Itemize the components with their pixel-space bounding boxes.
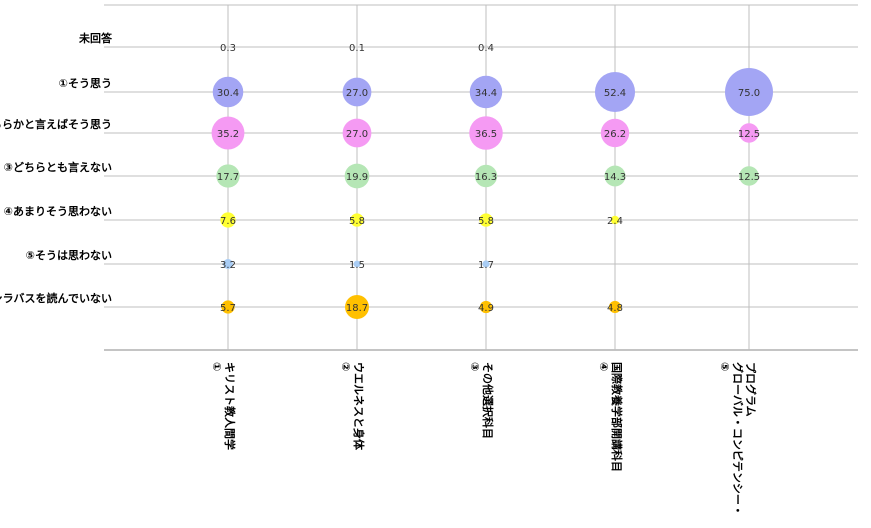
bubble bbox=[350, 213, 364, 227]
bubble bbox=[594, 71, 636, 113]
data-label: 4.9 bbox=[478, 303, 494, 314]
bubble bbox=[211, 116, 245, 150]
data-label: 19.9 bbox=[346, 172, 368, 183]
data-label: 36.5 bbox=[475, 129, 497, 140]
row-label: ⑥シラバスを読んでいない bbox=[0, 291, 112, 305]
data-label: 1.7 bbox=[478, 260, 494, 271]
column-label: ウエルネスと身体 bbox=[352, 362, 366, 451]
bubble bbox=[345, 295, 369, 319]
data-label: 12.5 bbox=[738, 129, 760, 140]
row-label: 未回答 bbox=[78, 31, 113, 45]
row-labels: 未回答 ①そう思う ②どちらかと言えばそう思う ③どちらとも言えない ④あまりそう思わな… bbox=[0, 31, 113, 305]
column-label: ③ bbox=[468, 362, 481, 371]
bubbles bbox=[211, 45, 773, 319]
bubble bbox=[216, 164, 240, 188]
data-label: 34.4 bbox=[475, 88, 497, 99]
data-label: 5.8 bbox=[478, 216, 494, 227]
bubble bbox=[600, 118, 630, 148]
data-label: 52.4 bbox=[604, 88, 626, 99]
data-label: 12.5 bbox=[738, 172, 760, 183]
column-labels: ① キリスト教人間学 ② ウエルネスと身体 ③ その他選択科目 ④ 国際教養学部開講科目 ⑤ グロ… bbox=[210, 362, 758, 516]
data-label: 0.3 bbox=[220, 43, 236, 54]
row-label: ⑤そうは思わない bbox=[26, 249, 112, 262]
bubble bbox=[221, 300, 235, 314]
bubble bbox=[342, 77, 372, 107]
bubble bbox=[212, 76, 244, 108]
data-label: 30.4 bbox=[217, 88, 239, 99]
row-label: ①そう思う bbox=[59, 77, 112, 90]
data-label: 4.8 bbox=[607, 303, 623, 314]
bubble bbox=[353, 260, 361, 268]
bubble bbox=[342, 118, 372, 148]
column-label: ④ bbox=[597, 362, 610, 371]
row-label: ③どちらとも言えない bbox=[4, 160, 112, 174]
bubble bbox=[469, 75, 503, 109]
data-label: 16.3 bbox=[475, 172, 497, 183]
data-label: 75.0 bbox=[738, 88, 760, 99]
column-label: 国際教養学部開講科目 bbox=[610, 362, 624, 472]
data-label: 18.7 bbox=[346, 303, 368, 314]
data-label: 17.7 bbox=[217, 172, 239, 183]
bubble bbox=[739, 166, 759, 186]
bubble bbox=[474, 164, 498, 188]
column-label: ⑤ bbox=[718, 362, 731, 371]
column-label: ② bbox=[339, 362, 352, 371]
data-label: 1.5 bbox=[349, 260, 365, 271]
data-label: 14.3 bbox=[604, 172, 626, 183]
data-label: 5.8 bbox=[349, 216, 365, 227]
row-label: ②どちらかと言えばそう思う bbox=[0, 117, 112, 131]
data-label: 5.7 bbox=[220, 303, 236, 314]
data-label: 27.0 bbox=[346, 88, 368, 99]
bubble bbox=[479, 213, 493, 227]
data-label: 7.6 bbox=[220, 216, 236, 227]
data-label: 0.1 bbox=[349, 43, 365, 54]
bubble bbox=[484, 45, 488, 49]
bubble bbox=[739, 123, 759, 143]
bubble bbox=[344, 163, 370, 189]
data-label: 26.2 bbox=[604, 129, 626, 140]
bubble bbox=[226, 45, 230, 49]
value-labels: 0.3 0.1 0.4 30.4 27.0 34.4 52.4 75.0 35.2 27.0 36.… bbox=[217, 43, 760, 314]
column-label: グローバル・コンピテンシー・ bbox=[731, 362, 745, 516]
bubble bbox=[604, 165, 626, 187]
row-label: ④あまりそう思わない bbox=[4, 205, 112, 218]
column-label: その他選択科目 bbox=[481, 362, 495, 439]
column-label: キリスト教人間学 bbox=[223, 362, 237, 450]
bubble bbox=[479, 300, 493, 314]
data-label: 27.0 bbox=[346, 129, 368, 140]
bubble bbox=[482, 260, 490, 268]
column-label: プログラム bbox=[744, 362, 758, 417]
bubble bbox=[220, 212, 236, 228]
data-label: 3.2 bbox=[220, 260, 236, 271]
data-label: 0.4 bbox=[478, 43, 494, 54]
bubble bbox=[725, 68, 773, 116]
bubble bbox=[610, 215, 620, 225]
data-label: 35.2 bbox=[217, 129, 239, 140]
data-label: 2.4 bbox=[607, 216, 623, 227]
bubble bbox=[608, 300, 622, 314]
bubble bbox=[469, 116, 503, 150]
column-label: ① bbox=[210, 362, 223, 371]
bubble bbox=[356, 46, 358, 48]
bubble bbox=[223, 259, 233, 269]
